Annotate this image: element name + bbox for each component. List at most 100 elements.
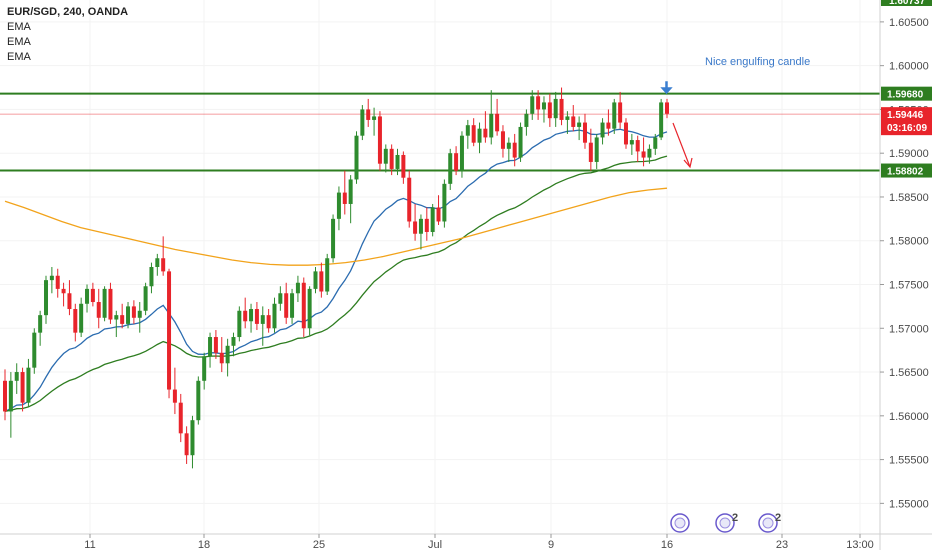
candle[interactable] bbox=[500, 131, 505, 149]
candle[interactable] bbox=[665, 102, 669, 114]
horizontal-levels[interactable] bbox=[0, 92, 880, 172]
candle[interactable] bbox=[623, 122, 628, 145]
candle[interactable] bbox=[26, 367, 31, 403]
candle[interactable] bbox=[172, 389, 177, 403]
candle[interactable] bbox=[137, 310, 142, 318]
candle[interactable] bbox=[213, 337, 218, 353]
candle[interactable] bbox=[184, 433, 189, 456]
candle[interactable] bbox=[85, 288, 90, 304]
candle[interactable] bbox=[454, 153, 459, 171]
candle[interactable] bbox=[512, 142, 517, 158]
candle[interactable] bbox=[594, 137, 599, 162]
candle[interactable] bbox=[149, 267, 154, 287]
candle[interactable] bbox=[541, 102, 546, 110]
candle[interactable] bbox=[102, 288, 107, 318]
indicator-label[interactable]: EMA bbox=[7, 21, 31, 33]
candle[interactable] bbox=[348, 179, 353, 204]
candle[interactable] bbox=[67, 293, 72, 310]
candle[interactable] bbox=[606, 122, 611, 129]
candle[interactable] bbox=[90, 288, 95, 303]
candle[interactable] bbox=[407, 177, 412, 222]
candle[interactable] bbox=[178, 402, 183, 434]
event-icon-2[interactable]: 2 bbox=[758, 512, 781, 533]
candle[interactable] bbox=[495, 113, 500, 132]
candle[interactable] bbox=[418, 218, 423, 234]
time-scale[interactable]: 11 18 25 Jul 9 16 23 13:00 bbox=[0, 533, 932, 550]
candle[interactable] bbox=[442, 183, 447, 222]
candle[interactable] bbox=[290, 293, 295, 318]
candle[interactable] bbox=[284, 293, 289, 318]
candle[interactable] bbox=[641, 151, 646, 158]
candle[interactable] bbox=[272, 303, 277, 329]
candle[interactable] bbox=[635, 140, 640, 152]
candle[interactable] bbox=[354, 135, 359, 180]
candle[interactable] bbox=[254, 309, 259, 324]
candle[interactable] bbox=[618, 102, 623, 123]
candle[interactable] bbox=[413, 221, 418, 234]
candle[interactable] bbox=[208, 337, 213, 357]
candle[interactable] bbox=[571, 116, 576, 127]
candle[interactable] bbox=[629, 140, 634, 145]
candle[interactable] bbox=[342, 192, 347, 204]
candle[interactable] bbox=[577, 122, 582, 127]
candle[interactable] bbox=[536, 96, 541, 110]
candle[interactable] bbox=[383, 148, 388, 164]
candle[interactable] bbox=[430, 207, 435, 232]
event-icon[interactable] bbox=[670, 513, 690, 533]
candle[interactable] bbox=[366, 109, 371, 120]
candle[interactable] bbox=[612, 102, 617, 129]
candle[interactable] bbox=[38, 315, 43, 333]
candle[interactable] bbox=[20, 372, 25, 403]
candle[interactable] bbox=[73, 309, 78, 333]
candle[interactable] bbox=[155, 258, 160, 267]
candle[interactable] bbox=[44, 280, 49, 316]
indicator-label[interactable]: EMA bbox=[7, 36, 31, 48]
candle[interactable] bbox=[108, 288, 113, 320]
candle[interactable] bbox=[659, 102, 664, 138]
candle[interactable] bbox=[559, 98, 564, 120]
candle[interactable] bbox=[459, 135, 464, 171]
candle[interactable] bbox=[8, 380, 13, 412]
candle[interactable] bbox=[260, 315, 265, 324]
candle[interactable] bbox=[489, 113, 494, 138]
candle[interactable] bbox=[243, 310, 248, 322]
candle[interactable] bbox=[61, 288, 66, 294]
candle[interactable] bbox=[79, 303, 84, 333]
candle[interactable] bbox=[547, 102, 552, 119]
candle[interactable] bbox=[360, 109, 365, 136]
candle[interactable] bbox=[389, 148, 394, 169]
candle[interactable] bbox=[518, 126, 523, 158]
candle[interactable] bbox=[465, 125, 470, 136]
candle[interactable] bbox=[32, 332, 37, 368]
candle[interactable] bbox=[278, 293, 283, 304]
candle[interactable] bbox=[582, 122, 587, 143]
candle[interactable] bbox=[237, 310, 242, 338]
candle[interactable] bbox=[331, 218, 336, 259]
candle[interactable] bbox=[395, 154, 400, 169]
candle[interactable] bbox=[131, 306, 136, 318]
candle[interactable] bbox=[295, 282, 300, 294]
candles[interactable] bbox=[3, 87, 669, 469]
candle[interactable] bbox=[325, 258, 330, 292]
candle[interactable] bbox=[319, 271, 324, 292]
candle[interactable] bbox=[55, 275, 60, 289]
candle[interactable] bbox=[530, 96, 535, 114]
candle[interactable] bbox=[524, 113, 529, 127]
candle[interactable] bbox=[266, 315, 271, 329]
candle[interactable] bbox=[377, 116, 382, 164]
symbol-label[interactable]: EUR/SGD, 240, OANDA bbox=[7, 6, 129, 18]
candle[interactable] bbox=[14, 372, 19, 381]
candle[interactable] bbox=[483, 128, 488, 138]
candle[interactable] bbox=[401, 154, 406, 178]
candle[interactable] bbox=[600, 122, 605, 138]
candle[interactable] bbox=[96, 302, 101, 318]
candle[interactable] bbox=[120, 315, 125, 324]
candle[interactable] bbox=[249, 309, 254, 322]
candle[interactable] bbox=[436, 207, 441, 222]
price-scale[interactable]: 1.605001.600001.595001.590001.585001.580… bbox=[879, 0, 932, 550]
candle[interactable] bbox=[167, 271, 172, 390]
candle[interactable] bbox=[471, 125, 476, 143]
candle[interactable] bbox=[219, 352, 224, 364]
